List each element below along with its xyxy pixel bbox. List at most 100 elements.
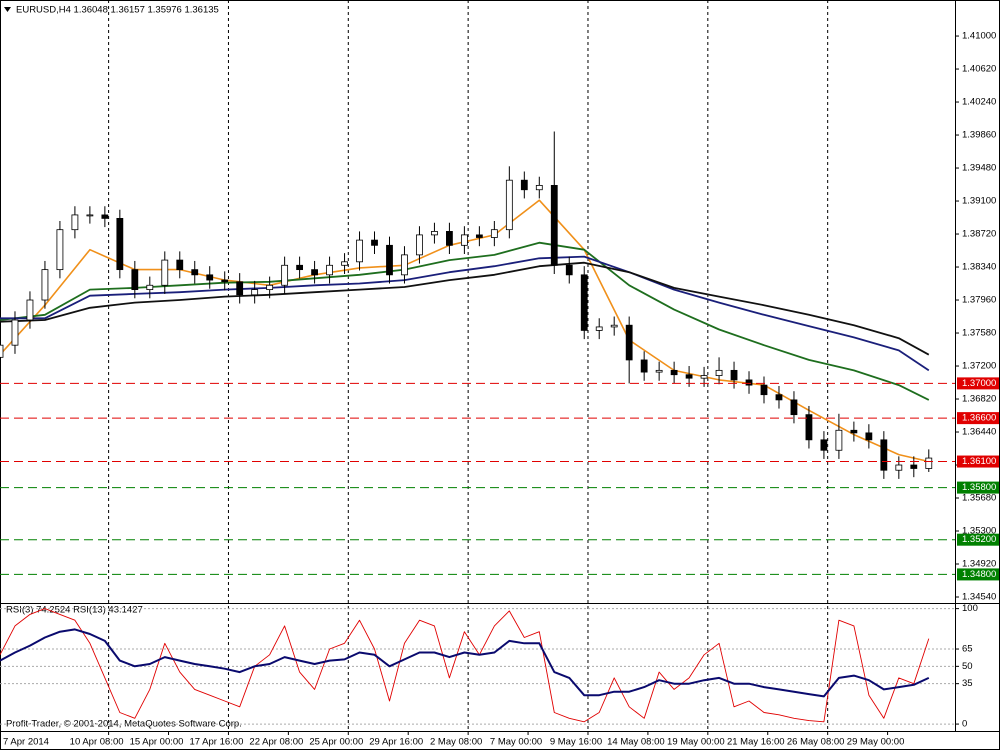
y-tick-label: 50 (962, 661, 973, 672)
candle-body (850, 429, 858, 434)
x-tick-label: 10 Apr 08:00 (70, 737, 124, 748)
symbol-menu-icon[interactable] (4, 7, 11, 12)
y-tick-label: 1.36440 (962, 427, 996, 438)
y-tick-label: 1.39860 (962, 130, 996, 141)
chart-title: EURUSD,H4 1.36048 1.36157 1.35976 1.3613… (16, 5, 219, 16)
y-tick-label: 1.36820 (962, 394, 996, 405)
x-tick-label: 25 Apr 00:00 (309, 737, 363, 748)
y-tick-label: 100 (962, 603, 978, 614)
candle-body (625, 324, 633, 361)
candle-body (520, 179, 528, 191)
candle-body (371, 239, 378, 246)
candle-body (505, 179, 513, 231)
candle-body (835, 429, 843, 451)
candle-body (895, 464, 903, 471)
level-label: 1.36100 (962, 456, 996, 467)
candle-body (311, 269, 318, 276)
candle-body (326, 264, 333, 276)
candle-body (475, 234, 483, 238)
candle-body (161, 259, 169, 286)
candle-body (715, 369, 723, 376)
candle-body (176, 259, 184, 271)
x-tick-label: 14 May 08:00 (607, 737, 665, 748)
candle-body (700, 375, 708, 379)
candle-body (101, 214, 109, 219)
candle-body (281, 264, 289, 286)
candle-body (146, 284, 154, 291)
candle-body (356, 239, 363, 263)
y-tick-label: 1.38720 (962, 229, 996, 240)
candle-body (865, 432, 873, 441)
candle-body (416, 234, 423, 256)
candle-body (56, 229, 64, 271)
level-label-box (957, 533, 999, 546)
candle-body (11, 319, 19, 346)
candle-body (26, 299, 34, 321)
candle-body (580, 274, 588, 331)
candle-body (221, 279, 229, 283)
x-tick-label: 2 May 08:00 (430, 737, 482, 748)
y-tick-label: 1.35300 (962, 526, 996, 537)
candle-body (71, 214, 79, 231)
x-tick-label: 9 May 16:00 (550, 737, 602, 748)
x-tick-label: 29 Apr 16:00 (369, 737, 423, 748)
y-tick-label: 1.40620 (962, 64, 996, 75)
candle-body (341, 261, 348, 266)
moving-average-line (0, 255, 930, 372)
y-tick-label: 1.39100 (962, 196, 996, 207)
y-tick-label: 1.41000 (962, 31, 996, 42)
level-label-box (957, 412, 999, 425)
candle-body (745, 379, 753, 386)
candle-body (610, 324, 618, 328)
y-tick-label: 1.34920 (962, 559, 996, 570)
x-tick-label: 26 May 08:00 (787, 737, 845, 748)
candle-body (296, 264, 304, 271)
level-label-box (957, 568, 999, 581)
candle-body (925, 457, 933, 469)
y-tick-label: 65 (962, 644, 973, 655)
x-tick-label: 29 May 00:00 (847, 737, 905, 748)
x-tick-label: 19 May 00:00 (667, 737, 725, 748)
x-tick-label: 7 Apr 2014 (3, 737, 49, 748)
rsi-line (0, 628, 930, 698)
candle-body (880, 439, 888, 471)
y-tick-label: 1.39480 (962, 163, 996, 174)
candle-body (446, 231, 453, 246)
y-tick-label: 1.37960 (962, 295, 996, 306)
candle-body (655, 369, 663, 373)
candle-body (805, 414, 813, 441)
candle-body (550, 184, 558, 266)
x-tick-label: 15 Apr 00:00 (130, 737, 184, 748)
candle-body (0, 344, 4, 358)
candle-body (401, 254, 408, 276)
x-tick-label: 21 May 16:00 (727, 737, 785, 748)
candle-body (386, 244, 393, 276)
moving-average-line (0, 241, 930, 401)
candle-body (595, 326, 603, 331)
moving-average-line (0, 199, 929, 463)
moving-average-line (0, 261, 930, 356)
y-tick-label: 1.34540 (962, 592, 996, 603)
candle-body (116, 217, 124, 271)
x-tick-label: 22 Apr 08:00 (249, 737, 303, 748)
y-tick-label: 1.37200 (962, 361, 996, 372)
y-tick-label: 1.40240 (962, 97, 996, 108)
level-label-box (957, 377, 999, 390)
candle-body (86, 214, 94, 217)
rsi-line (0, 608, 930, 723)
candle-body (685, 374, 693, 379)
candle-body (910, 464, 918, 469)
candle-body (820, 439, 828, 451)
level-label-box (957, 481, 999, 494)
level-label-box (957, 455, 999, 468)
candle-body (41, 269, 49, 301)
y-tick-label: 0 (962, 719, 967, 730)
candle-body (640, 359, 648, 373)
candle-body (431, 231, 438, 236)
level-label: 1.35800 (962, 482, 996, 493)
level-label: 1.34800 (962, 569, 996, 580)
candle-body (760, 384, 768, 396)
y-tick-label: 1.38340 (962, 262, 996, 273)
